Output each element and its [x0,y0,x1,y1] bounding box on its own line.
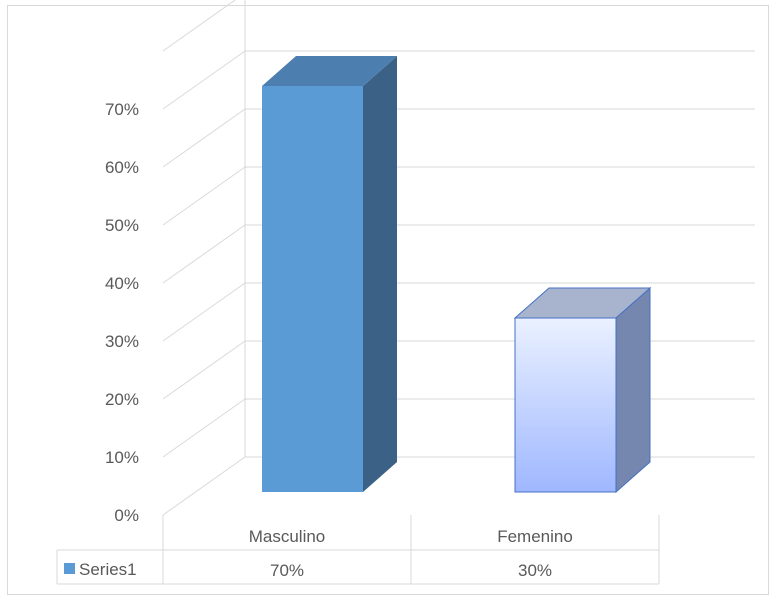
y-tick-label: 0% [114,506,139,525]
data-label: 30% [518,561,552,580]
legend-key-series1 [64,563,75,574]
gridline-side [162,166,246,226]
gridline-side [162,224,246,284]
y-axis-ticks: 0% 10% 20% 30% 40% 50% 60% 70% [105,100,139,525]
bar-masculino [262,56,397,492]
y-tick-label: 40% [105,274,139,293]
bar-side [363,56,397,492]
bar-top [262,56,397,86]
bar-femenino [513,286,652,494]
gridline-side [162,340,246,400]
bar-front [514,317,617,493]
y-tick-label: 70% [105,100,139,119]
legend-series-name: Series1 [79,560,137,579]
bar-front [262,86,363,492]
y-tick-label: 60% [105,158,139,177]
y-tick-label: 20% [105,390,139,409]
data-label: 70% [270,561,304,580]
gridline-side [162,50,246,110]
y-tick-label: 50% [105,216,139,235]
bar-side [615,286,651,494]
category-label: Masculino [249,527,326,546]
bars [262,56,652,494]
gridline-side [162,0,236,52]
gridline-side [162,108,246,168]
y-tick-label: 10% [105,448,139,467]
gridline-side [162,282,246,342]
gridline-side [162,456,246,516]
data-table: Masculino Femenino Series1 70% 30% [56,515,660,585]
gridline-side [162,398,246,458]
y-tick-label: 30% [105,332,139,351]
grid-layer [162,0,755,516]
category-label: Femenino [497,527,573,546]
